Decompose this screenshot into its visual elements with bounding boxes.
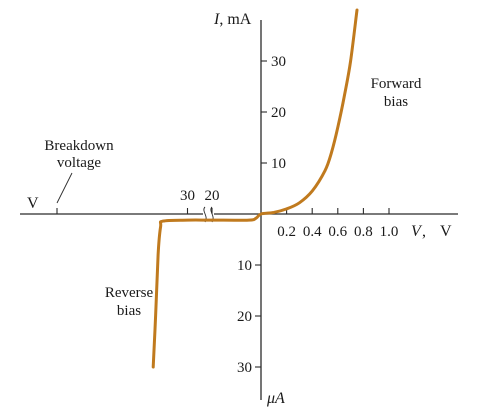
x-tick-label: 1.0 xyxy=(380,224,399,240)
x-tick-label: 30 xyxy=(180,188,195,204)
x-tick-label: 0.2 xyxy=(277,224,296,240)
y-axis-lower-unit: μA xyxy=(266,390,285,407)
tick-marks xyxy=(56,60,390,368)
y-axis-label: I, mA xyxy=(213,11,252,28)
reverse-bias-label-1: Reverse xyxy=(105,285,154,301)
forward-bias-label-2: bias xyxy=(384,94,408,110)
forward-bias-label-1: Forward xyxy=(371,76,422,92)
x-axis-unit: , xyxy=(422,223,426,240)
breakdown-voltage-label-2: voltage xyxy=(57,155,101,171)
x-tick-label: 0.4 xyxy=(303,224,322,240)
tick-labels: 0.2 0.4 0.6 0.8 1.0 30 20 30 20 10 10 20 30 xyxy=(180,54,398,376)
y-tick-label: 20 xyxy=(271,105,286,121)
x-tick-label: 20 xyxy=(205,188,220,204)
iv-curve xyxy=(151,8,359,369)
y-tick-label: 10 xyxy=(237,258,252,274)
y-tick-label: 30 xyxy=(237,360,252,376)
x-axis-label: V xyxy=(411,223,423,240)
y-tick-label: 10 xyxy=(271,156,286,172)
breakdown-voltage-label-1: Breakdown xyxy=(44,138,114,154)
reverse-bias-label-2: bias xyxy=(117,303,141,319)
breakdown-leader-line xyxy=(56,172,73,204)
x-tick-label: 0.8 xyxy=(354,224,373,240)
y-tick-label: 20 xyxy=(237,309,252,325)
x-tick-label: 0.6 xyxy=(328,224,347,240)
x-axis-unit-v: V xyxy=(440,223,452,240)
x-axis-left-unit: V xyxy=(27,195,39,212)
y-tick-label: 30 xyxy=(271,54,286,70)
